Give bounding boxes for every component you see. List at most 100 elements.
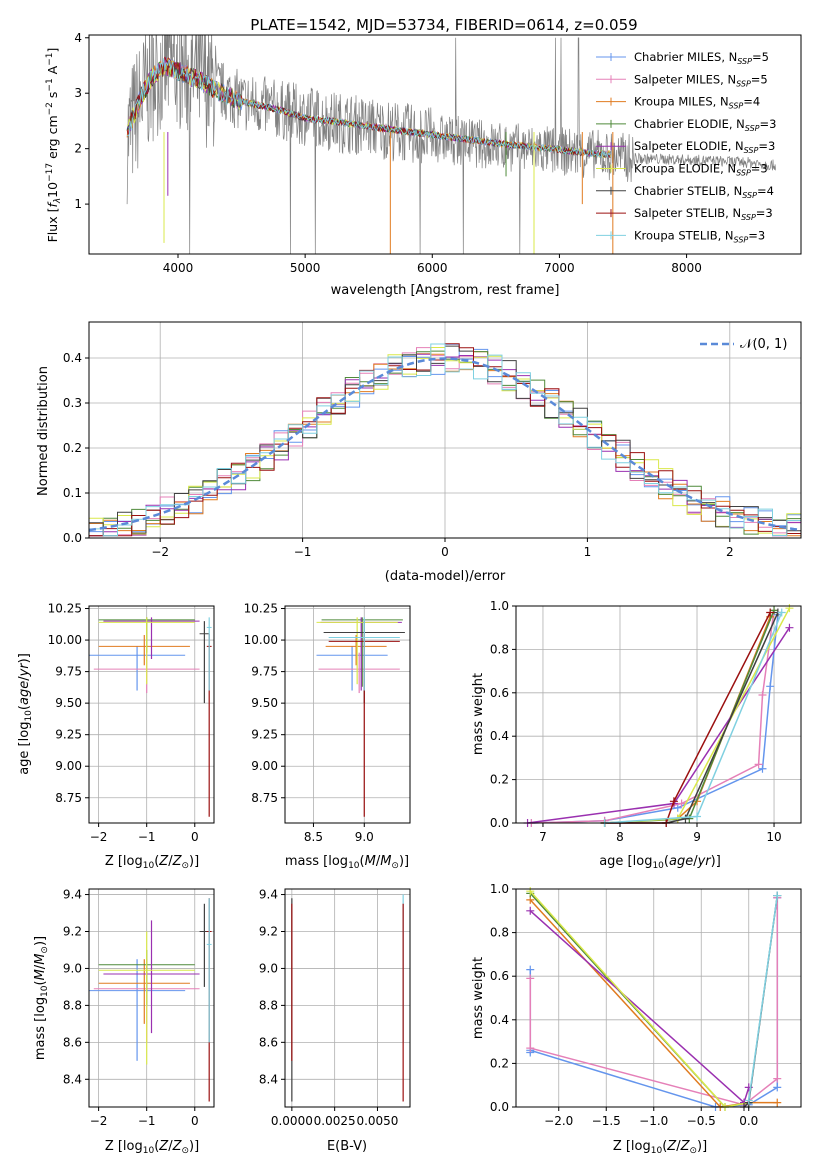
weight-marker [681, 814, 690, 823]
y-tick-label: 0.6 [490, 686, 509, 700]
x-tick-label: 0.0025 [314, 1114, 356, 1128]
y-tick-label: 0.4 [490, 1013, 509, 1027]
x-tick-label: −1.0 [639, 1114, 668, 1128]
x-tick-label: 6000 [417, 261, 448, 275]
weight-marker [526, 1044, 535, 1053]
legend-label: Salpeter ELODIE, NSSP=3 [634, 139, 775, 155]
x-tick-label: 0 [191, 830, 199, 844]
y-tick-label: 9.25 [55, 728, 82, 742]
y-tick-label: 10.25 [48, 602, 82, 616]
weight-marker [785, 604, 794, 613]
age-vs-mass-panel: 8.5 9.0 8.75 9.00 9.25 9.50 9.75 10.00 10.25 mas… [244, 602, 411, 871]
x-tick-label: 7000 [544, 261, 575, 275]
weight-series [529, 890, 749, 1108]
weight-vs-Z-panel: −2.0 −1.5 −1.0 −0.5 0.0 0.0 0.2 0.4 0.6 0.8 1.0 Z … [471, 882, 802, 1156]
y-tick-label: 0.2 [490, 1056, 509, 1070]
mass-vs-Z-panel: −2 −1 08.48.68.89.09.29.4 Z [log10(Z/Z⊙)] … [33, 888, 215, 1156]
x-tick-label: 0.0050 [356, 1114, 398, 1128]
legend-label: Kroupa MILES, NSSP=4 [634, 95, 760, 111]
weight-series [604, 616, 771, 824]
observed-spectrum [126, 35, 776, 254]
residual-panel: −2 −1 0 1 2 0.0 0.1 0.2 0.3 0.4 (data-model)/erro… [36, 321, 802, 584]
weight-marker [744, 1096, 753, 1105]
y-tick-label: 9.75 [55, 665, 82, 679]
y-tick-label: 8.75 [251, 791, 278, 805]
x-tick-label: −1 [138, 830, 156, 844]
y-tick-label: 9.4 [259, 888, 278, 902]
model-spectrum [127, 57, 611, 159]
y-tick-label: 10.25 [244, 602, 278, 616]
residual-histogram [89, 343, 801, 537]
weight-series [529, 910, 750, 1104]
y-tick-label: 0.0 [63, 531, 82, 545]
legend-label: Chabrier MILES, NSSP=5 [634, 50, 769, 66]
weight-marker [773, 1083, 782, 1092]
age-vs-Z-xlabel: Z [log10(Z/Z⊙)] [105, 854, 199, 871]
x-tick-label: 8 [616, 830, 624, 844]
y-tick-label: 9.75 [251, 665, 278, 679]
y-tick-label: 0.3 [63, 396, 82, 410]
weight-marker [754, 760, 763, 769]
y-tick-label: 4 [74, 31, 82, 45]
y-tick-label: 0.0 [490, 816, 509, 830]
y-tick-label: 3 [74, 86, 82, 100]
residual-ylabel: Normed distribution [36, 366, 51, 496]
spectrum-legend: Chabrier MILES, NSSP=5 Salpeter MILES, NS… [596, 50, 776, 244]
legend-label: Chabrier STELIB, NSSP=4 [634, 184, 774, 200]
x-tick-label: −1 [138, 1114, 156, 1128]
y-tick-label: 8.75 [55, 791, 82, 805]
x-tick-label: −1.5 [592, 1114, 621, 1128]
x-tick-label: 0.0000 [271, 1114, 313, 1128]
legend-label: Kroupa STELIB, NSSP=3 [634, 228, 765, 244]
weight-marker [773, 1074, 782, 1083]
x-tick-label: −2 [90, 830, 108, 844]
weight-vs-Z-xlabel: Z [log10(Z/Z⊙)] [613, 1139, 707, 1156]
y-tick-label: 9.00 [251, 759, 278, 773]
x-tick-label: 2 [726, 545, 734, 559]
weight-marker [766, 682, 775, 691]
normal-curve [89, 357, 801, 532]
y-tick-label: 8.4 [63, 1072, 82, 1086]
legend-label: Salpeter STELIB, NSSP=3 [634, 206, 773, 222]
x-tick-label: −2.0 [544, 1114, 573, 1128]
weight-series [604, 610, 775, 824]
spectrum-xlabel: wavelength [Angstrom, rest frame] [331, 283, 560, 298]
residual-legend: 𝒩(0, 1) [700, 337, 787, 352]
y-tick-label: 0.2 [63, 441, 82, 455]
x-tick-label: −1 [294, 545, 312, 559]
weight-series [529, 892, 749, 1108]
weight-vs-age-ylabel: mass weight [471, 673, 486, 755]
weight-marker [758, 690, 767, 699]
y-tick-label: 9.4 [63, 888, 82, 902]
y-tick-label: 2 [74, 142, 82, 156]
y-tick-label: 10.00 [48, 633, 82, 647]
y-tick-label: 0.6 [490, 969, 509, 983]
weight-marker [773, 891, 782, 900]
y-tick-label: 0.0 [490, 1100, 509, 1114]
y-tick-label: 9.25 [251, 728, 278, 742]
weight-series [604, 612, 771, 824]
y-tick-label: 8.8 [63, 998, 82, 1012]
weight-marker [693, 812, 702, 821]
weight-series [531, 610, 775, 824]
figure-title: PLATE=1542, MJD=53734, FIBERID=0614, z=0… [250, 16, 637, 34]
weight-marker [758, 764, 767, 773]
y-tick-label: 8.6 [259, 1035, 278, 1049]
y-tick-label: 8.6 [63, 1035, 82, 1049]
x-tick-label: −2 [151, 545, 169, 559]
legend-label: Kroupa ELODIE, NSSP=3 [634, 162, 768, 178]
x-tick-label: 9.0 [355, 830, 374, 844]
weight-marker [526, 965, 535, 974]
legend-label: Chabrier ELODIE, NSSP=3 [634, 117, 776, 133]
age-vs-Z-panel: −2 −1 0 8.75 9.00 9.25 9.50 9.75 10.00 10.25 Z [l… [17, 602, 215, 871]
y-tick-label: 1.0 [490, 599, 509, 613]
age-vs-Z-ylabel: age [log10(age/yr)] [17, 653, 34, 775]
x-tick-label: 4000 [163, 261, 194, 275]
y-tick-label: 1.0 [490, 882, 509, 896]
weight-marker [673, 803, 682, 812]
y-tick-label: 0.8 [490, 926, 509, 940]
y-tick-label: 0.1 [63, 486, 82, 500]
y-tick-label: 10.00 [244, 633, 278, 647]
spectrum-panel: 4000 5000 6000 7000 8000 1 2 3 4 wavelength [Ang… [45, 31, 802, 298]
y-tick-label: 9.0 [259, 961, 278, 975]
